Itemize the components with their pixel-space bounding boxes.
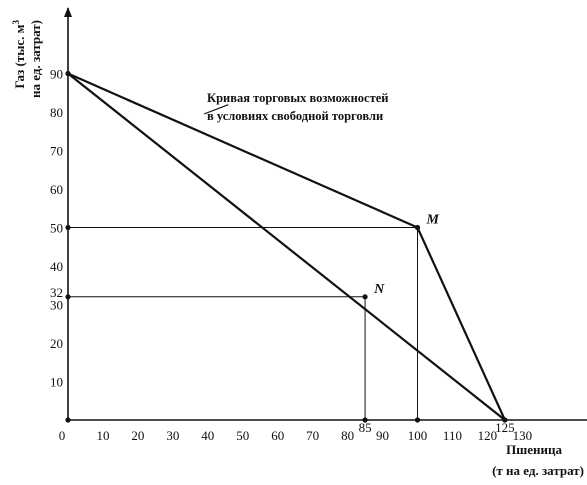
x-tick-label: 120 <box>478 428 498 443</box>
point-marker <box>65 70 71 77</box>
annotation-line-1: Кривая торговых возможностей <box>207 91 388 105</box>
x-tick-label: 20 <box>131 428 144 443</box>
x-tick-label: 130 <box>513 428 533 443</box>
point-marker <box>362 417 368 423</box>
y-tick-label: 90 <box>50 67 63 82</box>
point-marker <box>362 294 368 300</box>
point-label-M: M <box>426 213 440 228</box>
x-tick-label: 100 <box>408 428 428 443</box>
annotation-line-2: в условиях свободной торговли <box>207 109 383 123</box>
x-axis-title-line2: (т на ед. затрат) <box>492 463 584 478</box>
point-markers: MN <box>65 70 508 423</box>
y-tick-label: 80 <box>50 105 63 120</box>
domestic-possibility-line <box>67 72 506 421</box>
x-tick-label: 40 <box>201 428 214 443</box>
x-tick-label: 70 <box>306 428 319 443</box>
curve-annotation: Кривая торговых возможностей в условиях … <box>203 91 388 123</box>
point-marker <box>65 417 71 423</box>
x-tick-label: 30 <box>166 428 179 443</box>
y-axis-title-line2: на ед. затрат) <box>28 20 43 98</box>
y-tick-label: 60 <box>50 182 63 197</box>
y-axis-title: Газ (тыс. м3 <box>11 20 27 89</box>
y-tick-label: 10 <box>50 375 63 390</box>
point-label-N: N <box>373 282 385 297</box>
y-tick-label: 50 <box>50 221 63 236</box>
y-tick-label: 32 <box>50 285 63 300</box>
point-marker <box>414 224 421 231</box>
x-tick-label: 80 <box>341 428 354 443</box>
point-marker <box>65 294 71 300</box>
x-tick-label: 90 <box>376 428 389 443</box>
series-group <box>67 72 506 421</box>
x-tick-label: 85 <box>359 420 372 435</box>
x-tick-label: 0 <box>59 428 66 443</box>
annotation-leader-line <box>203 104 229 115</box>
point-marker <box>414 417 421 423</box>
y-tick-label: 40 <box>50 259 63 274</box>
point-marker <box>502 417 508 423</box>
x-tick-label: 50 <box>236 428 249 443</box>
y-tick-label: 30 <box>50 298 63 313</box>
x-tick-label: 125 <box>495 420 515 435</box>
guide-lines <box>68 227 418 420</box>
x-tick-label: 110 <box>443 428 462 443</box>
x-tick-label: 10 <box>96 428 109 443</box>
x-axis-title: Пшеница <box>506 442 562 457</box>
x-tick-label: 60 <box>271 428 284 443</box>
y-tick-label: 70 <box>50 144 63 159</box>
point-marker <box>65 224 71 231</box>
y-tick-label: 20 <box>50 336 63 351</box>
